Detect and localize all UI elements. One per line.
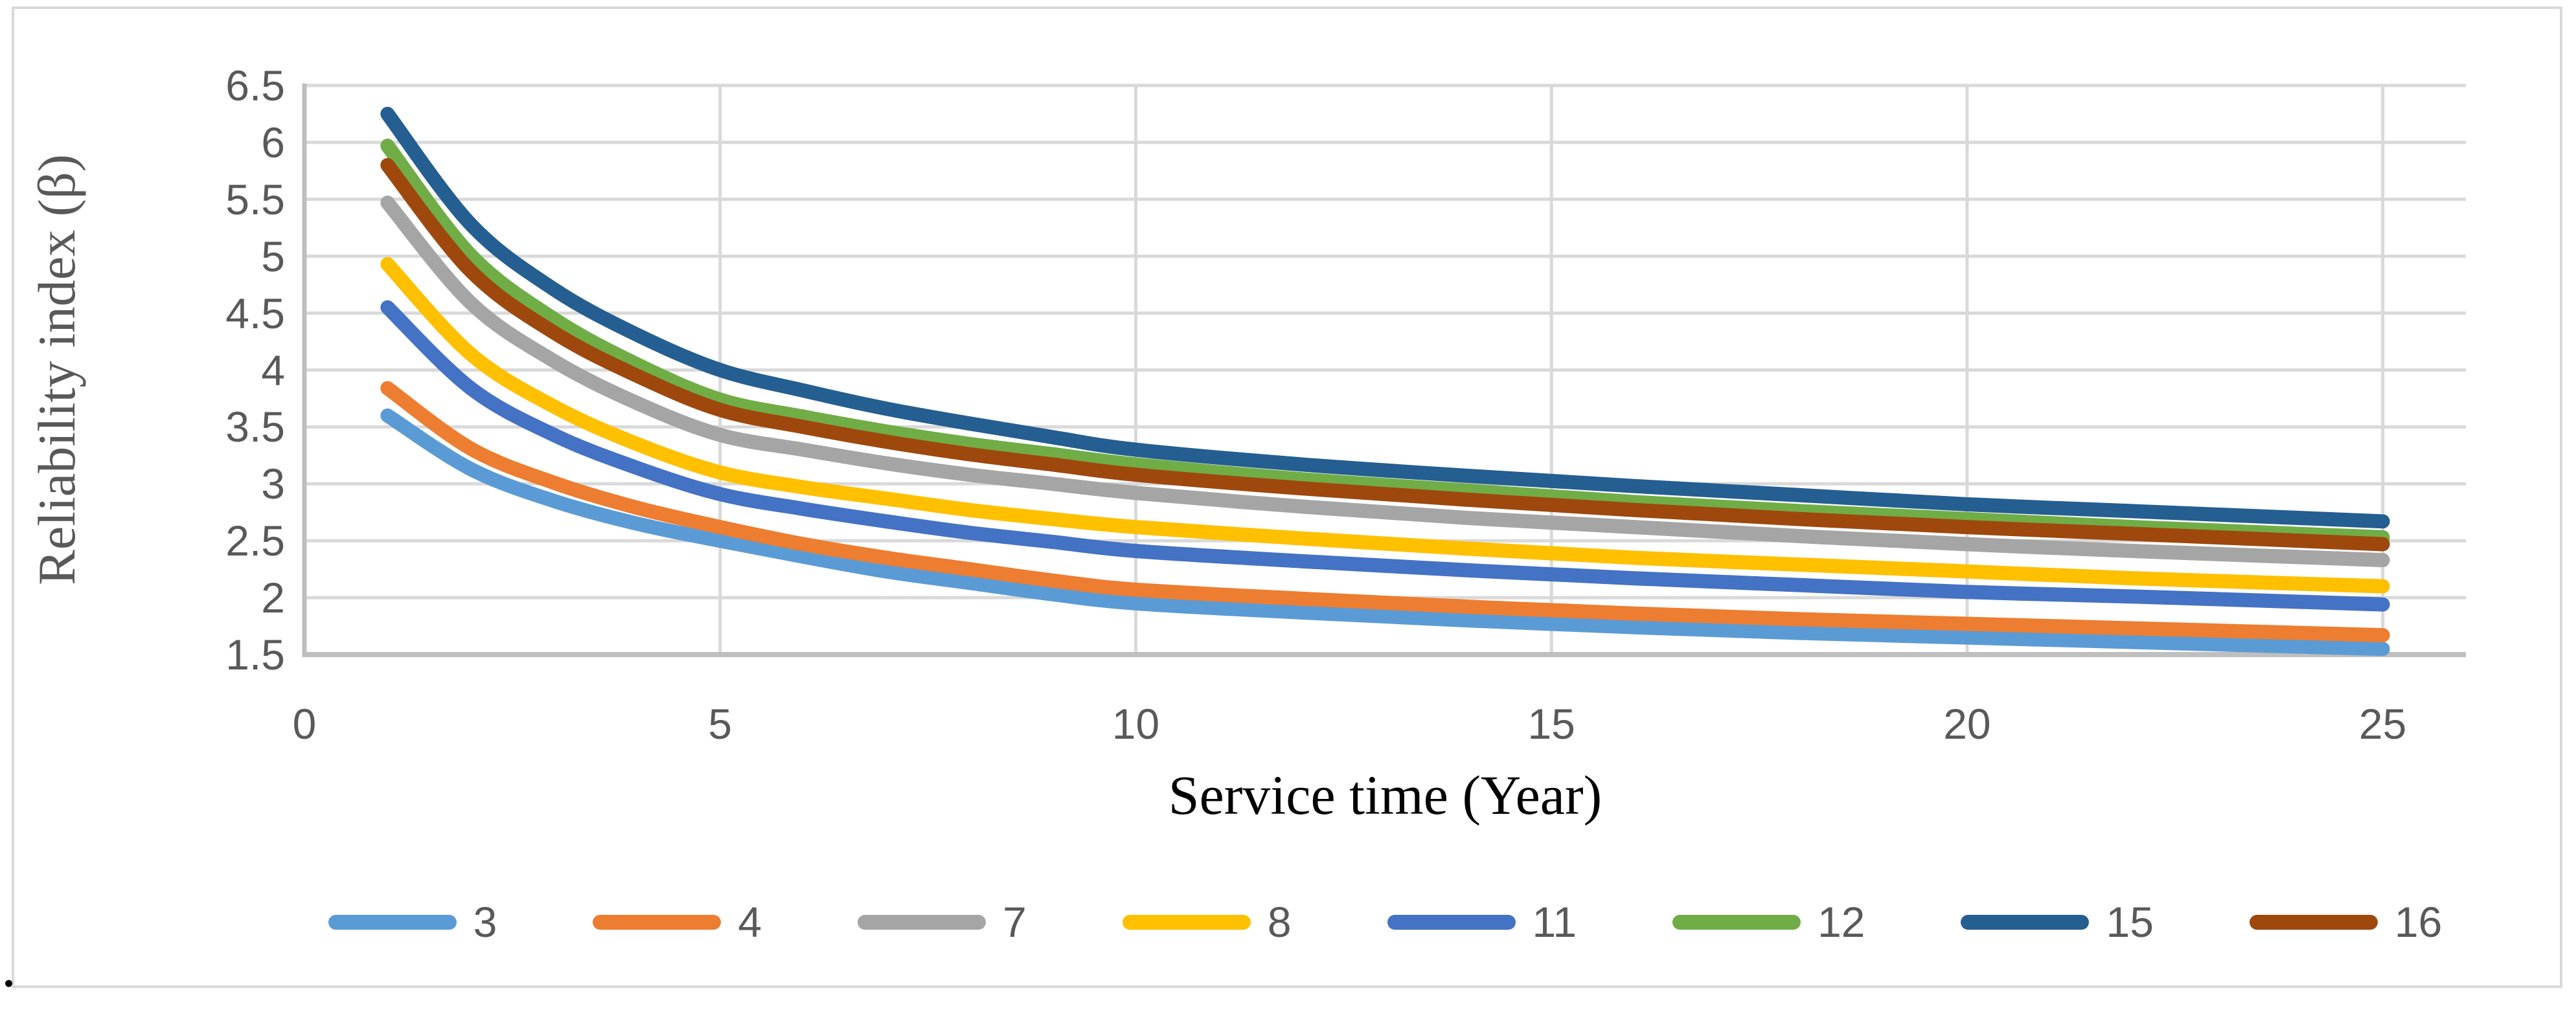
legend-marker-icon bbox=[1961, 914, 2090, 930]
legend-label: 12 bbox=[1818, 898, 1865, 946]
x-tick-label: 0 bbox=[292, 700, 317, 748]
series-line-16 bbox=[380, 158, 2390, 552]
x-tick-label: 10 bbox=[1111, 700, 1160, 748]
legend-label: 3 bbox=[473, 898, 497, 946]
legend-marker-icon bbox=[858, 914, 986, 930]
y-tick-label: 6.5 bbox=[225, 62, 285, 109]
series-line-11 bbox=[380, 300, 2390, 612]
legend-marker-icon bbox=[2249, 914, 2378, 930]
series-line-3 bbox=[380, 408, 2390, 656]
series-line-4 bbox=[380, 381, 2390, 643]
legend-label: 15 bbox=[2106, 898, 2154, 946]
legend-item-15: 15 bbox=[1961, 898, 2154, 946]
stray-period-text: . bbox=[1, 933, 16, 999]
legend-label: 4 bbox=[738, 898, 762, 946]
legend-item-11: 11 bbox=[1387, 899, 1577, 945]
x-tick-label: 25 bbox=[2358, 700, 2407, 748]
y-tick-label: 5 bbox=[261, 232, 285, 280]
legend-item-8: 8 bbox=[1122, 898, 1292, 946]
legend-marker-icon bbox=[1122, 914, 1251, 930]
legend-label: 11 bbox=[1532, 898, 1577, 946]
legend-marker-icon bbox=[1387, 914, 1516, 930]
y-tick-label: 4 bbox=[261, 346, 285, 394]
legend-item-7: 7 bbox=[858, 899, 1027, 945]
legend-item-16: 16 bbox=[2249, 898, 2443, 946]
series-line-15 bbox=[380, 106, 2390, 529]
legend-item-3: 3 bbox=[328, 899, 497, 945]
legend-label: 8 bbox=[1267, 898, 1292, 946]
y-tick-label: 3.5 bbox=[225, 403, 285, 451]
series-lines bbox=[380, 106, 2390, 656]
legend-marker-icon bbox=[1672, 914, 1801, 930]
legend-item-4: 4 bbox=[593, 899, 762, 945]
legend-label: 7 bbox=[1003, 898, 1027, 946]
series-line-8 bbox=[380, 257, 2390, 594]
x-tick-label: 5 bbox=[708, 700, 733, 748]
x-axis-title: Service time (Year) bbox=[1168, 764, 1602, 826]
y-axis-title: Reliability index (β) bbox=[27, 154, 86, 585]
y-tick-label: 1.5 bbox=[225, 631, 285, 679]
y-tick-label: 5.5 bbox=[225, 175, 285, 223]
x-tick-label: 15 bbox=[1527, 700, 1575, 748]
y-tick-label: 4.5 bbox=[225, 289, 285, 337]
y-tick-label: 2 bbox=[261, 574, 285, 622]
y-tick-label: 2.5 bbox=[225, 517, 285, 565]
legend-item-12: 12 bbox=[1672, 899, 1865, 945]
axis-lines bbox=[302, 84, 2466, 657]
series-line-12 bbox=[380, 139, 2390, 544]
legend-label: 16 bbox=[2394, 898, 2443, 946]
figure-border bbox=[12, 6, 2562, 988]
legend: 3 4 7 8 11 12 15 16 bbox=[304, 895, 2466, 949]
legend-marker-icon bbox=[328, 914, 457, 930]
series-line-7 bbox=[380, 196, 2390, 568]
legend-marker-icon bbox=[593, 914, 722, 930]
y-tick-label: 6 bbox=[261, 118, 285, 166]
x-tick-label: 20 bbox=[1943, 700, 1991, 748]
y-tick-label: 3 bbox=[261, 460, 285, 508]
